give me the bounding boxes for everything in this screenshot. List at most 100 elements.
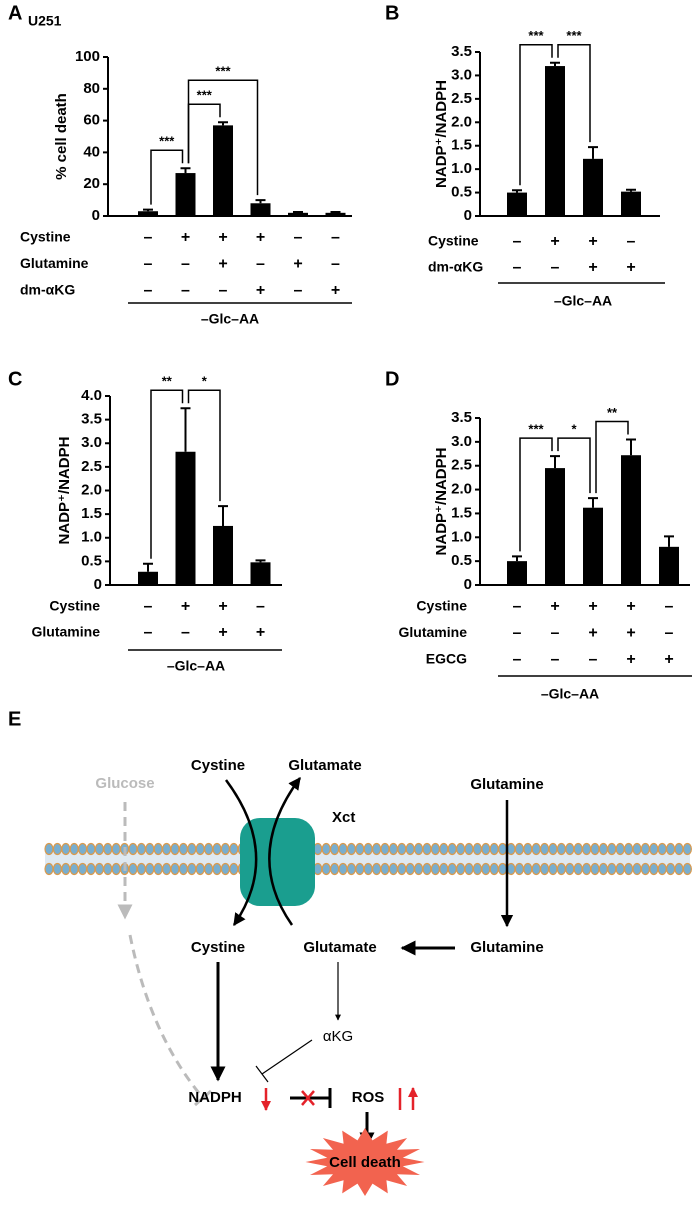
lipid-head bbox=[456, 842, 466, 856]
lipid-head bbox=[321, 862, 331, 876]
condition-label: Glutamine bbox=[399, 624, 468, 640]
group-label: –Glc–AA bbox=[201, 311, 259, 327]
lipid-head bbox=[523, 862, 533, 876]
lipid-head bbox=[212, 842, 222, 856]
lipid-head bbox=[153, 862, 163, 876]
lipid-head bbox=[523, 842, 533, 856]
lipid-head bbox=[338, 842, 348, 856]
condition-sign: + bbox=[293, 256, 302, 273]
lipid-head bbox=[61, 842, 71, 856]
error-bar bbox=[550, 455, 560, 469]
y-tick-label: 1.5 bbox=[451, 504, 472, 521]
lipid-head bbox=[489, 842, 499, 856]
condition-sign: – bbox=[331, 256, 340, 273]
lipid-head bbox=[607, 842, 617, 856]
condition-sign: – bbox=[665, 598, 674, 615]
error-bar bbox=[180, 167, 191, 174]
lipid-head bbox=[380, 842, 390, 856]
condition-sign: – bbox=[294, 229, 303, 246]
y-tick-label: 3.0 bbox=[451, 66, 472, 83]
condition-sign: – bbox=[144, 256, 153, 273]
lipid-head bbox=[330, 862, 340, 876]
lipid-head bbox=[94, 862, 105, 876]
lipid-head bbox=[388, 862, 398, 876]
lipid-head bbox=[640, 842, 651, 856]
condition-sign: + bbox=[256, 282, 265, 299]
lipid-head bbox=[52, 862, 63, 876]
condition-sign: + bbox=[550, 598, 559, 615]
lipid-head bbox=[397, 862, 407, 876]
lipid-head bbox=[590, 862, 600, 876]
lipid-head bbox=[44, 862, 54, 876]
condition-sign: – bbox=[551, 259, 560, 276]
error-bar bbox=[550, 61, 560, 67]
condition-label: Glutamine bbox=[20, 255, 89, 271]
lipid-head bbox=[103, 862, 113, 876]
y-tick-label: 0 bbox=[94, 576, 102, 593]
lipid-head bbox=[649, 862, 659, 876]
lipid-head bbox=[472, 842, 482, 856]
bar bbox=[288, 212, 308, 216]
condition-sign: + bbox=[331, 282, 340, 299]
lipid-head bbox=[573, 862, 583, 876]
condition-sign: – bbox=[665, 625, 674, 642]
lipid-head bbox=[581, 862, 592, 876]
significance-bracket bbox=[150, 149, 184, 205]
condition-sign: + bbox=[550, 233, 559, 250]
bar bbox=[175, 451, 196, 585]
condition-label: Cystine bbox=[416, 598, 467, 614]
y-tick-label: 80 bbox=[83, 80, 100, 97]
significance-label: *** bbox=[197, 88, 213, 103]
condition-sign: – bbox=[513, 651, 522, 668]
y-tick-label: 0 bbox=[464, 576, 472, 593]
lipid-head bbox=[657, 862, 667, 876]
bar bbox=[325, 212, 346, 216]
lipid-head bbox=[170, 862, 180, 876]
condition-sign: + bbox=[664, 651, 673, 668]
lipid-head bbox=[590, 842, 600, 856]
condition-sign: – bbox=[181, 256, 190, 273]
condition-label: Cystine bbox=[428, 233, 479, 249]
group-label: –Glc–AA bbox=[167, 658, 225, 674]
lipid-head bbox=[623, 842, 634, 856]
lipid-head bbox=[598, 862, 609, 876]
y-tick-label: 2.0 bbox=[451, 113, 472, 130]
lipid-head bbox=[162, 862, 172, 876]
lipid-head bbox=[682, 862, 693, 876]
lipid-head bbox=[61, 862, 71, 876]
lipid-head bbox=[363, 842, 373, 856]
error-bar bbox=[588, 497, 598, 508]
lipid-head bbox=[414, 842, 424, 856]
y-tick-label: 40 bbox=[83, 143, 100, 160]
y-tick-label: 3.0 bbox=[451, 433, 472, 450]
glutamate-in: Glutamate bbox=[303, 939, 376, 956]
lipid-head bbox=[187, 842, 197, 856]
lipid-head bbox=[623, 862, 634, 876]
lipid-head bbox=[581, 842, 592, 856]
y-tick-label: 1.5 bbox=[451, 137, 472, 154]
y-tick-label: 2.5 bbox=[81, 458, 102, 475]
lipid-head bbox=[363, 862, 373, 876]
lipid-head bbox=[330, 842, 340, 856]
y-axis-label: NADP⁺/NADPH bbox=[433, 80, 450, 188]
lipid-head bbox=[514, 862, 525, 876]
glutamate-out: Glutamate bbox=[288, 757, 361, 774]
condition-sign: – bbox=[627, 233, 636, 250]
lipid-head bbox=[103, 842, 113, 856]
bar bbox=[621, 455, 641, 585]
lipid-head bbox=[498, 842, 508, 856]
lipid-head bbox=[178, 862, 188, 876]
significance-label: *** bbox=[528, 422, 544, 437]
lipid-head bbox=[69, 862, 79, 876]
lipid-head bbox=[111, 862, 121, 876]
bar bbox=[507, 192, 527, 216]
significance-bracket bbox=[595, 420, 629, 494]
subtitle: U251 bbox=[28, 13, 62, 29]
lipid-head bbox=[514, 842, 525, 856]
lipid-head bbox=[86, 862, 96, 876]
significance-label: ** bbox=[607, 405, 618, 420]
condition-sign: – bbox=[551, 625, 560, 642]
lipid-head bbox=[615, 842, 625, 856]
lipid-head bbox=[220, 842, 230, 856]
lipid-head bbox=[439, 862, 449, 876]
